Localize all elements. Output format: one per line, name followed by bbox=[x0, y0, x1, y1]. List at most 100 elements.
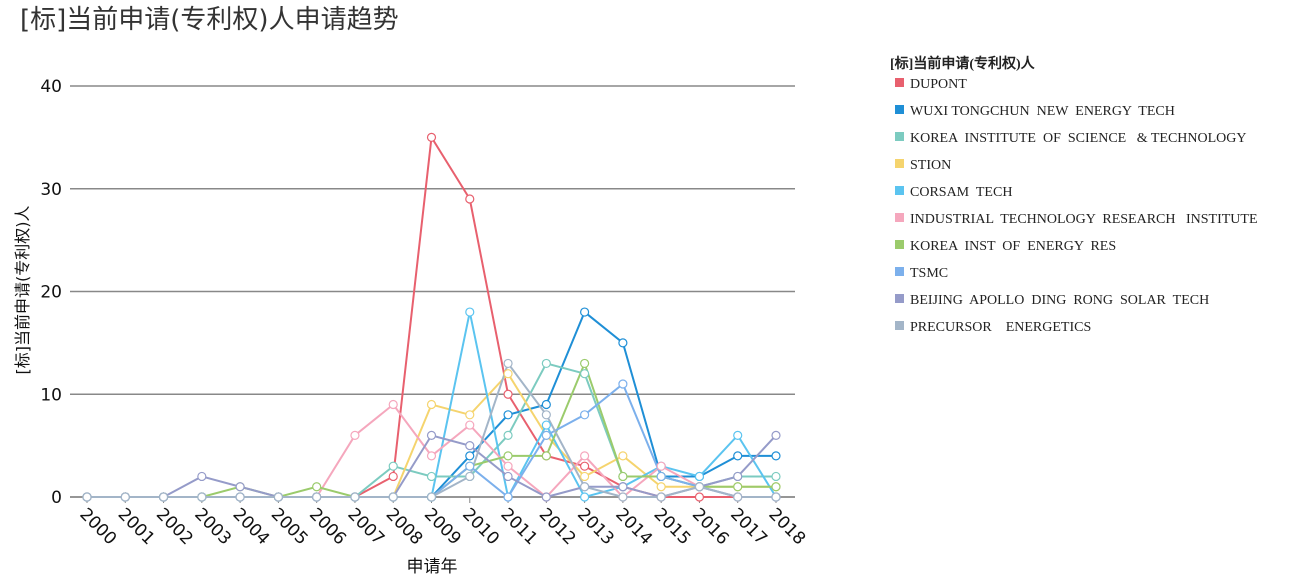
x-tick-label: 2006 bbox=[305, 504, 350, 549]
legend-label: DUPONT bbox=[910, 77, 967, 92]
chart-title: [标]当前申请(专利权)人申请趋势 bbox=[20, 5, 399, 35]
legend-swatch bbox=[895, 240, 904, 249]
data-point bbox=[503, 389, 513, 399]
legend-swatch bbox=[895, 78, 904, 87]
data-point bbox=[733, 471, 743, 482]
legend-swatch bbox=[895, 321, 904, 330]
data-point bbox=[618, 492, 628, 502]
data-point bbox=[694, 471, 705, 482]
x-tick-label: 2015 bbox=[650, 504, 695, 549]
data-point bbox=[426, 471, 437, 482]
data-point bbox=[694, 482, 705, 492]
data-point bbox=[465, 461, 475, 471]
data-point bbox=[618, 482, 628, 492]
x-tick-label: 2009 bbox=[420, 504, 465, 549]
y-axis-label: [标]当前申请(专利权)人 bbox=[13, 206, 32, 375]
data-point bbox=[580, 492, 590, 502]
legend-label: PRECURSOR ENERGETICS bbox=[910, 320, 1091, 335]
x-tick-label: 2018 bbox=[764, 504, 809, 549]
data-point bbox=[771, 492, 781, 502]
data-point bbox=[541, 430, 551, 440]
data-point bbox=[426, 451, 437, 461]
data-point bbox=[273, 492, 283, 502]
x-tick-label: 2008 bbox=[382, 504, 427, 549]
x-tick-label: 2003 bbox=[190, 504, 235, 549]
data-point bbox=[694, 492, 705, 502]
data-point bbox=[580, 451, 590, 461]
data-point bbox=[388, 399, 398, 410]
data-point bbox=[771, 451, 781, 461]
data-point bbox=[771, 430, 781, 440]
data-point bbox=[580, 358, 590, 369]
data-point bbox=[580, 482, 590, 492]
x-tick-label: 2002 bbox=[152, 504, 197, 549]
legend-swatch bbox=[895, 105, 904, 114]
data-point bbox=[580, 471, 590, 482]
data-point bbox=[580, 369, 590, 379]
data-point bbox=[465, 441, 475, 451]
data-point bbox=[503, 492, 513, 502]
data-point bbox=[541, 451, 551, 461]
data-point bbox=[426, 492, 437, 502]
data-point bbox=[771, 482, 781, 492]
legend-swatch bbox=[895, 294, 904, 303]
legend-swatch bbox=[895, 132, 904, 141]
x-tick-label: 2011 bbox=[497, 504, 542, 549]
legend-swatch bbox=[895, 267, 904, 276]
data-point bbox=[656, 461, 666, 471]
x-tick-label: 2007 bbox=[343, 504, 388, 549]
data-point bbox=[656, 492, 666, 502]
y-tick-label: 10 bbox=[40, 385, 62, 405]
legend-label: WUXI TONGCHUN NEW ENERGY TECH bbox=[910, 104, 1175, 119]
data-point bbox=[733, 451, 743, 461]
data-point bbox=[312, 492, 322, 502]
data-point bbox=[503, 461, 513, 471]
legend-swatch bbox=[895, 186, 904, 195]
data-point bbox=[197, 492, 207, 502]
legend-label: BEIJING APOLLO DING RONG SOLAR TECH bbox=[910, 293, 1209, 308]
y-tick-label: 30 bbox=[40, 180, 62, 200]
data-point bbox=[618, 379, 628, 389]
data-point bbox=[388, 461, 398, 471]
data-point bbox=[465, 194, 475, 204]
x-tick-label: 2004 bbox=[229, 504, 274, 549]
data-point bbox=[465, 410, 475, 420]
data-point bbox=[656, 471, 666, 482]
data-point bbox=[541, 399, 551, 410]
x-tick-label: 2016 bbox=[688, 504, 733, 549]
legend-swatch bbox=[895, 213, 904, 222]
data-point bbox=[197, 471, 207, 482]
data-point bbox=[503, 451, 513, 461]
data-point bbox=[503, 358, 513, 369]
data-point bbox=[656, 482, 666, 492]
x-tick-label: 2014 bbox=[611, 504, 656, 549]
data-point bbox=[426, 132, 437, 142]
legend-title: [标]当前申请(专利权)人 bbox=[890, 55, 1036, 72]
data-point bbox=[580, 307, 590, 317]
data-point bbox=[426, 399, 437, 410]
data-point bbox=[733, 430, 743, 440]
data-point bbox=[503, 369, 513, 379]
data-point bbox=[235, 492, 245, 502]
legend-label: TSMC bbox=[910, 266, 948, 281]
x-tick-label: 2013 bbox=[573, 504, 618, 549]
data-point bbox=[541, 410, 551, 420]
data-point bbox=[158, 492, 169, 502]
x-tick-label: 2017 bbox=[726, 504, 771, 549]
legend-swatch bbox=[895, 159, 904, 168]
data-point bbox=[426, 430, 437, 440]
x-tick-label: 2000 bbox=[75, 504, 120, 549]
data-point bbox=[82, 492, 92, 502]
data-point bbox=[235, 482, 245, 492]
data-point bbox=[350, 492, 360, 502]
series-line bbox=[87, 134, 776, 498]
data-point bbox=[120, 492, 130, 502]
legend-label: INDUSTRIAL TECHNOLOGY RESEARCH INSTITUTE bbox=[910, 212, 1258, 227]
data-point bbox=[465, 451, 475, 461]
data-point bbox=[388, 471, 398, 482]
data-point bbox=[465, 471, 475, 482]
data-point bbox=[312, 482, 322, 492]
data-point bbox=[771, 471, 781, 482]
data-point bbox=[541, 420, 551, 430]
